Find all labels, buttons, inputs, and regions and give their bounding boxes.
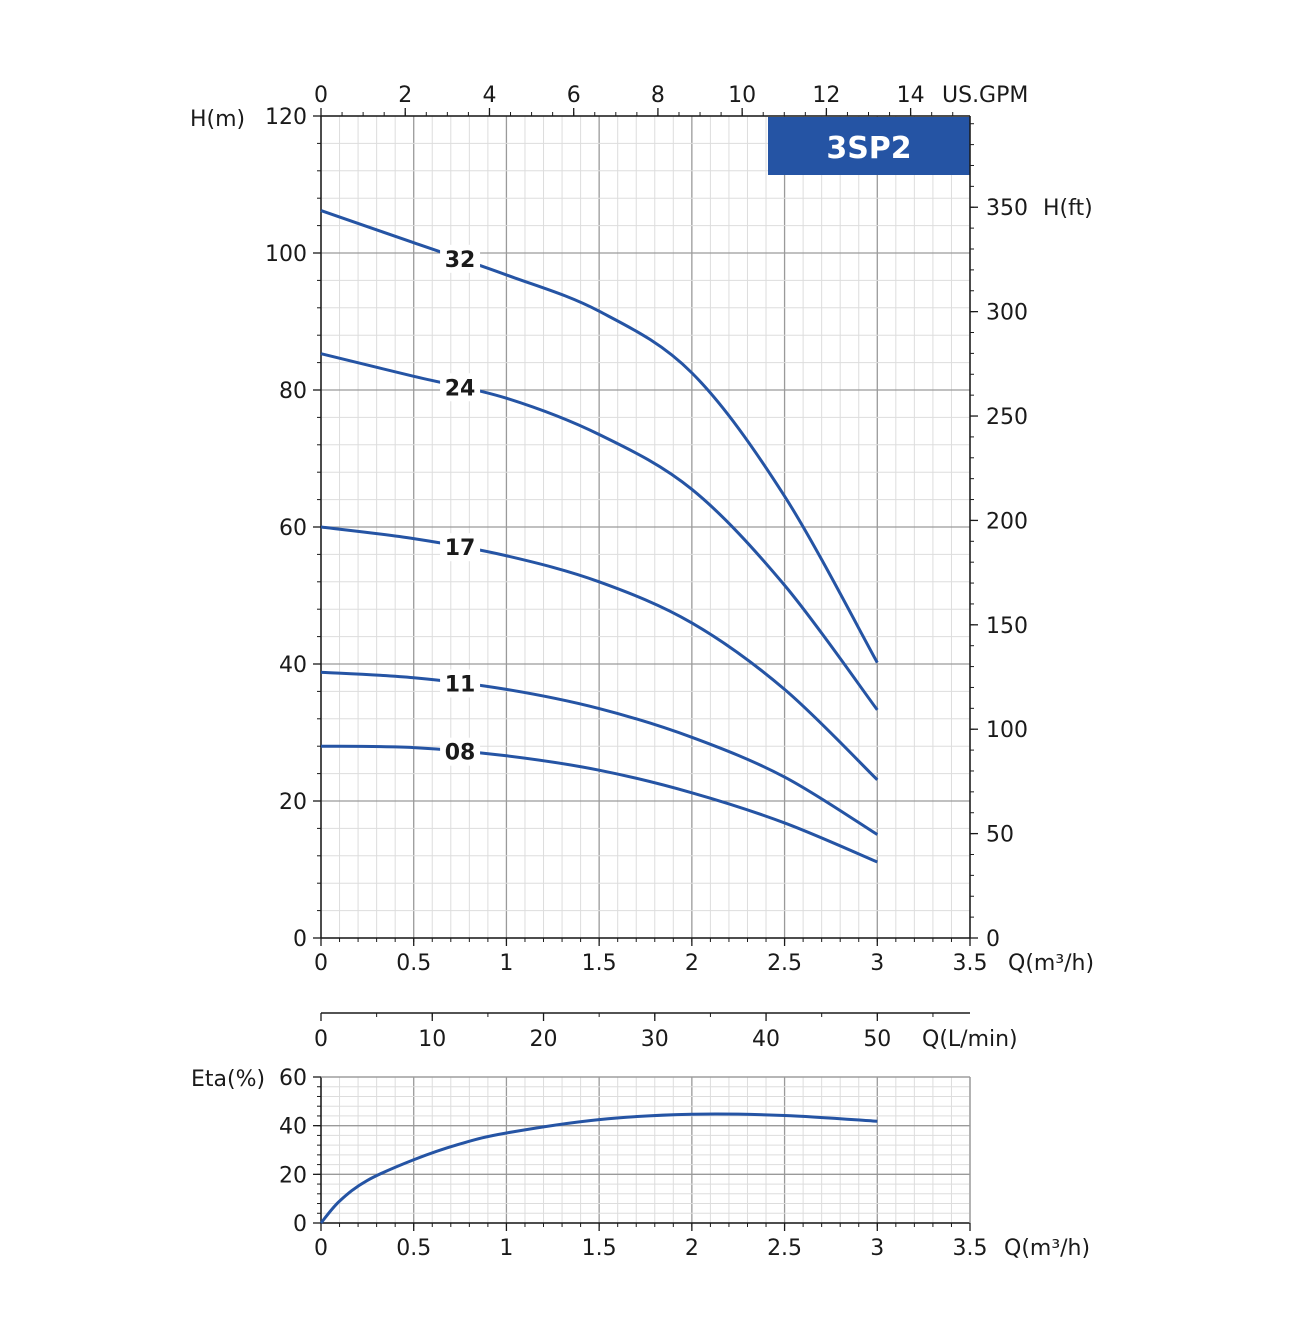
eta-x-tick-label: 1.5 xyxy=(582,1236,617,1261)
curve-label-bg-32 xyxy=(440,244,481,273)
lmin-tick-label: 30 xyxy=(641,1027,669,1052)
gpm-tick-label: 12 xyxy=(812,83,840,108)
ft-tick-label: 350 xyxy=(986,196,1028,221)
head-x-tick-label: 0.5 xyxy=(396,951,431,976)
lmin-tick-label: 50 xyxy=(863,1027,891,1052)
model-badge-text: 3SP2 xyxy=(826,131,911,166)
curve-label-bg-17 xyxy=(440,533,481,562)
eta-y-tick-label: 20 xyxy=(279,1163,307,1188)
ft-tick-label: 0 xyxy=(986,927,1000,952)
head-y-tick-label: 0 xyxy=(293,927,307,952)
head-curve-11 xyxy=(320,670,879,836)
head-y-tick-label: 120 xyxy=(265,105,307,130)
head-y-tick-label: 80 xyxy=(279,379,307,404)
gpm-tick-label: 2 xyxy=(398,83,412,108)
ft-axis-title: H(ft) xyxy=(1043,196,1093,221)
eta-x-tick-label: 1 xyxy=(499,1236,513,1261)
gpm-tick-label: 14 xyxy=(897,83,925,108)
head-x-tick-label: 3 xyxy=(870,951,884,976)
head-x-tick-label: 3.5 xyxy=(953,951,988,976)
eta-y-tick-label: 60 xyxy=(279,1066,307,1091)
ft-tick-label: 100 xyxy=(986,718,1028,743)
head-curve-08 xyxy=(320,744,878,864)
curve-label-08: 08 xyxy=(445,741,476,766)
gpm-tick-label: 4 xyxy=(482,83,496,108)
eta-y-tick-label: 40 xyxy=(279,1115,307,1140)
head-y-axis-title: H(m) xyxy=(190,107,245,132)
curve-label-bg-11 xyxy=(440,669,481,698)
efficiency-curve xyxy=(319,1112,878,1224)
eta-x-tick-label: 0.5 xyxy=(396,1236,431,1261)
head-curve-24 xyxy=(320,352,879,711)
head-x-axis-title: Q(m³/h) xyxy=(1008,951,1094,976)
curve-label-24: 24 xyxy=(445,376,476,401)
head-x-tick-label: 1 xyxy=(499,951,513,976)
head-y-tick-label: 20 xyxy=(279,790,307,815)
ft-tick-label: 50 xyxy=(986,823,1014,848)
eta-x-tick-label: 3.5 xyxy=(953,1236,988,1261)
ft-tick-label: 200 xyxy=(986,509,1028,534)
gpm-tick-label: 0 xyxy=(314,83,328,108)
curve-label-bg-08 xyxy=(440,737,481,766)
eta-y-axis-title: Eta(%) xyxy=(191,1067,265,1092)
lmin-tick-label: 40 xyxy=(752,1027,780,1052)
lmin-tick-label: 20 xyxy=(530,1027,558,1052)
eta-x-tick-label: 0 xyxy=(314,1236,328,1261)
eta-x-tick-label: 3 xyxy=(870,1236,884,1261)
model-badge xyxy=(768,117,970,175)
head-x-tick-label: 0 xyxy=(314,951,328,976)
ft-tick-label: 250 xyxy=(986,405,1028,430)
ft-tick-label: 300 xyxy=(986,301,1028,326)
gpm-tick-label: 6 xyxy=(567,83,581,108)
eta-y-tick-label: 0 xyxy=(293,1212,307,1237)
head-y-tick-label: 100 xyxy=(265,242,307,267)
ft-tick-label: 150 xyxy=(986,614,1028,639)
eta-x-axis-title: Q(m³/h) xyxy=(1004,1236,1090,1261)
head-y-tick-label: 60 xyxy=(279,516,307,541)
eta-x-tick-label: 2.5 xyxy=(767,1236,802,1261)
efficiency-chart: 0 10 20 30 40 50 Q(L/min) 0 0.5 1 1.5 2 2.5 3 3.5 Q(m³/… xyxy=(191,1012,1090,1261)
curve-label-17: 17 xyxy=(445,536,476,561)
curve-label-32: 32 xyxy=(445,248,476,273)
curve-label-bg-24 xyxy=(440,373,481,402)
lmin-axis-title: Q(L/min) xyxy=(922,1027,1018,1052)
lmin-tick-label: 10 xyxy=(418,1027,446,1052)
head-x-tick-label: 2 xyxy=(685,951,699,976)
gpm-tick-label: 10 xyxy=(728,83,756,108)
eta-x-tick-label: 2 xyxy=(685,1236,699,1261)
lmin-tick-label: 0 xyxy=(314,1027,328,1052)
gpm-tick-label: 8 xyxy=(651,83,665,108)
head-x-tick-label: 1.5 xyxy=(582,951,617,976)
head-curve-17 xyxy=(320,525,879,781)
head-y-tick-label: 40 xyxy=(279,653,307,678)
gpm-axis-title: US.GPM xyxy=(942,83,1028,108)
curve-label-11: 11 xyxy=(445,673,476,698)
head-curve-32 xyxy=(320,209,879,664)
head-x-tick-label: 2.5 xyxy=(767,951,802,976)
